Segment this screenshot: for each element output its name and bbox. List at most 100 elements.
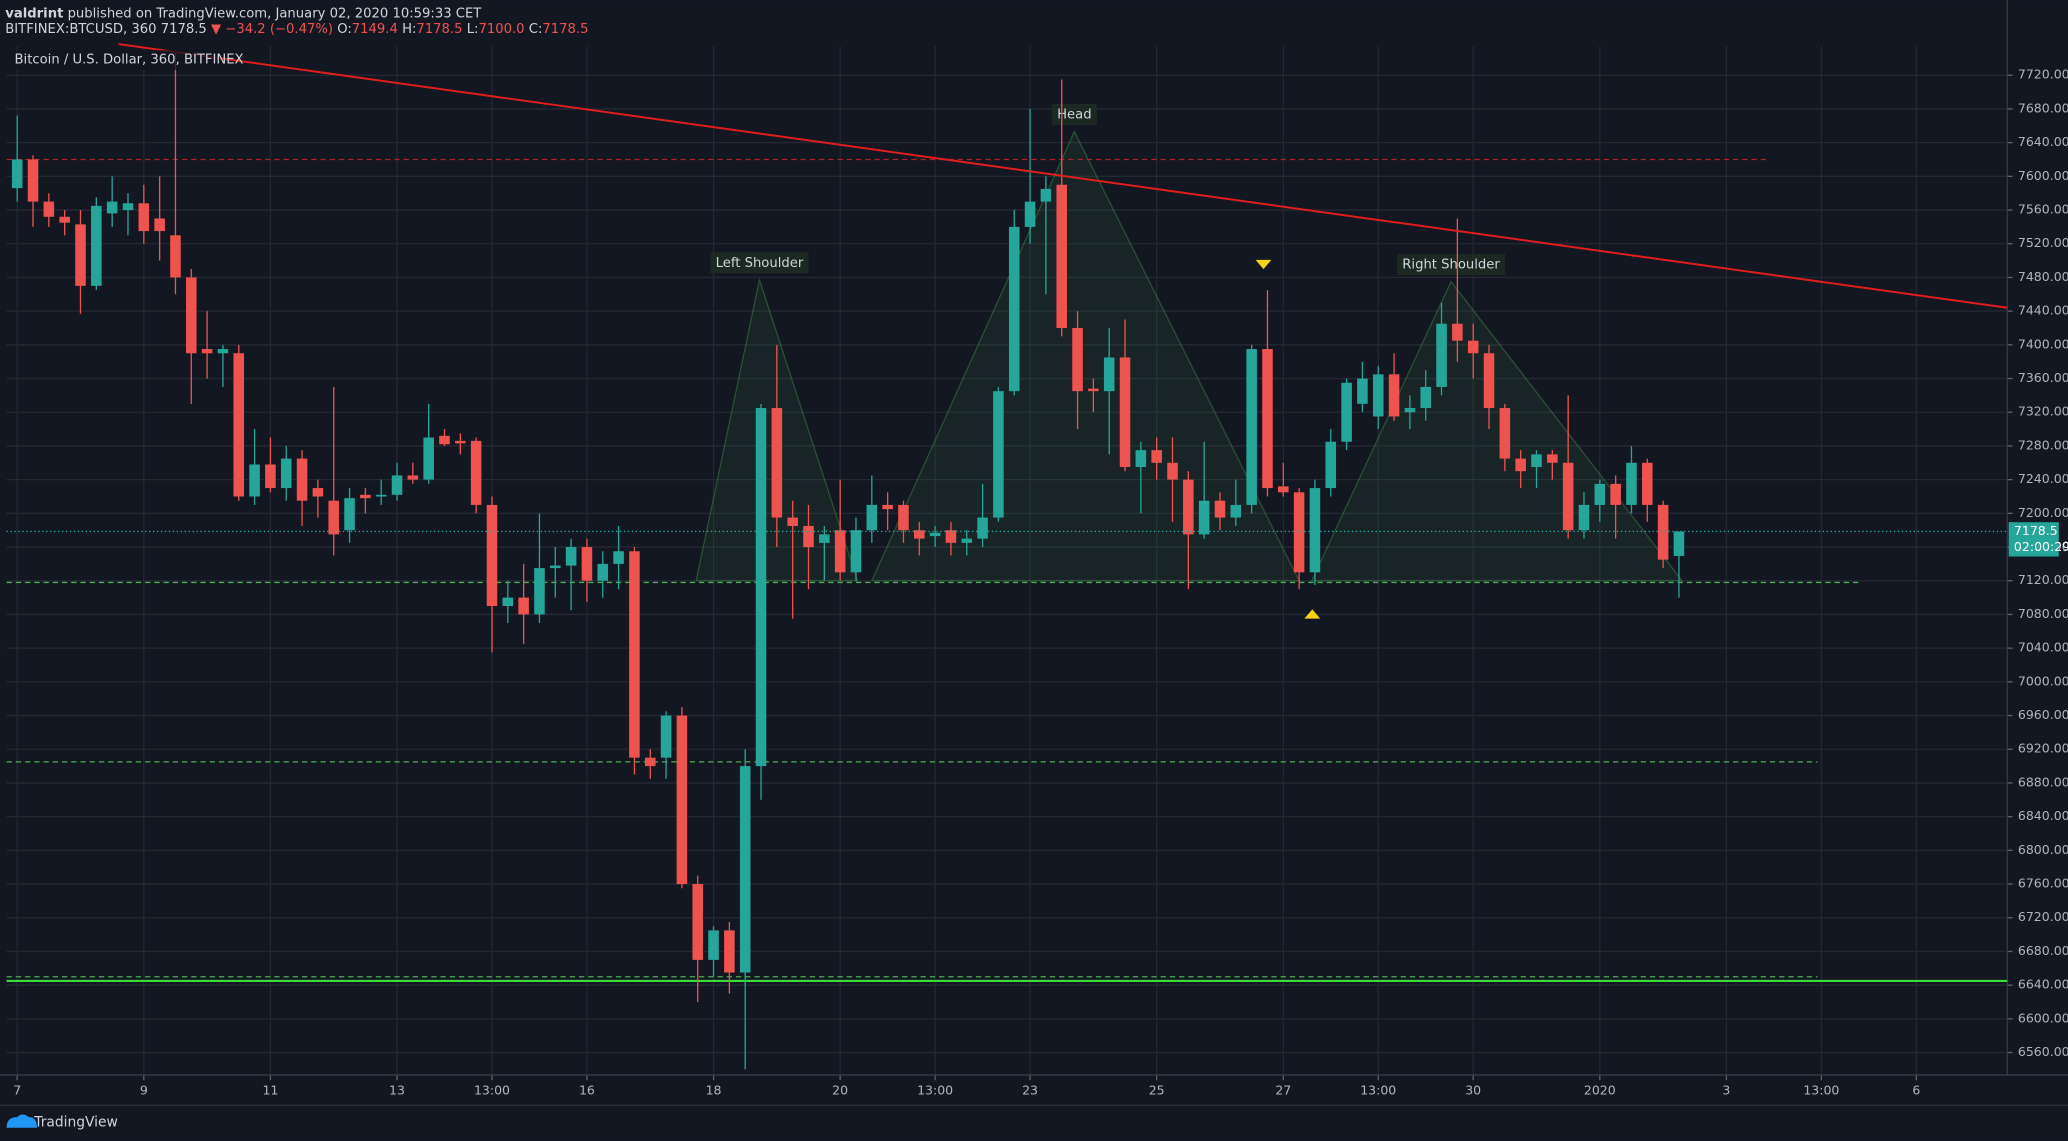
candle-body — [787, 517, 798, 526]
candle-body — [1531, 454, 1542, 468]
header-line: valdrint published on TradingView.com, J… — [5, 6, 482, 21]
y-tick-label: 6720.00 — [2018, 909, 2068, 924]
y-tick-label: 7480.00 — [2018, 269, 2068, 284]
candle-body — [59, 216, 70, 223]
candle-body — [1467, 340, 1479, 354]
ohlc-value: 7100.0 — [478, 22, 524, 37]
x-tick-label: 16 — [579, 1082, 595, 1097]
candle-body — [977, 517, 988, 539]
candle-body — [1088, 388, 1099, 392]
candle-body — [518, 597, 529, 615]
y-tick-label: 6800.00 — [2018, 842, 2068, 857]
x-tick-label: 23 — [1022, 1082, 1038, 1097]
candle-body — [565, 547, 577, 566]
candle-body — [1499, 408, 1511, 459]
candle-body — [914, 530, 925, 539]
y-tick-label: 7400.00 — [2018, 336, 2068, 351]
candle-body — [1610, 483, 1621, 505]
candle-body — [1040, 188, 1052, 202]
candle-body — [1642, 462, 1653, 505]
price-timer: 02:00:29 — [2014, 539, 2068, 554]
pattern-triangle — [870, 130, 1301, 582]
chart-title: Bitcoin / U.S. Dollar, 360, BITFINEX — [15, 52, 244, 67]
candle-body — [1198, 500, 1210, 535]
candle-body — [249, 464, 260, 497]
y-tick-label: 7720.00 — [2018, 67, 2068, 82]
pattern-label-bg — [1051, 103, 1097, 126]
candle-body — [122, 203, 134, 211]
pattern-label: Right Shoulder — [1402, 258, 1500, 273]
candle-body — [27, 159, 39, 202]
candle-body — [138, 203, 150, 232]
candle-body — [993, 391, 1004, 518]
y-tick-label: 7640.00 — [2018, 134, 2068, 149]
candle-body — [1452, 323, 1463, 341]
y-tick-label: 7360.00 — [2018, 370, 2068, 385]
candle-body — [43, 201, 55, 217]
candle-body — [1246, 349, 1257, 505]
plot: 6560.00 6600.00 6640.00 6680.00 6720.00 6760.… — [0, 0, 2068, 1097]
x-tick-label: 20 — [832, 1082, 848, 1097]
candle-body — [1372, 374, 1384, 417]
y-tick-label: 6760.00 — [2018, 876, 2068, 891]
ohlc-label: H: — [402, 22, 416, 37]
symbol-line: BITFINEX:BTCUSD, 360 7178.5 ▼ −34.2 (−0.… — [5, 22, 588, 37]
candle-body — [1151, 450, 1162, 463]
candle-body — [755, 408, 767, 767]
candle-body — [154, 218, 165, 232]
candle-body — [1309, 488, 1321, 573]
candle-body — [1578, 504, 1590, 531]
legend-bg — [7, 50, 222, 70]
x-tick-label: 3 — [1722, 1082, 1730, 1097]
y-tick-label: 7520.00 — [2018, 235, 2068, 250]
candle-body — [1167, 462, 1178, 480]
price-tag — [2008, 522, 2059, 557]
candle-body — [1262, 349, 1273, 489]
candle-body — [692, 884, 703, 960]
x-tick-label: 7 — [13, 1082, 21, 1097]
y-tick-label: 6600.00 — [2018, 1010, 2068, 1025]
symbol: BITFINEX:BTCUSD, 360 — [5, 22, 156, 37]
candle-body — [455, 440, 466, 444]
ohlc-label: C: — [529, 22, 543, 37]
brand: TradingView — [33, 1114, 118, 1130]
y-tick-label: 6880.00 — [2018, 774, 2068, 789]
y-tick-label: 6920.00 — [2018, 741, 2068, 756]
candle-body — [1056, 184, 1067, 328]
logo — [6, 1114, 37, 1128]
candle-body — [280, 458, 292, 489]
candle-body — [739, 766, 751, 973]
candle-body — [391, 475, 403, 495]
candle-body — [882, 504, 893, 510]
signal-arrow-down — [1255, 259, 1272, 270]
y-tick-label: 6640.00 — [2018, 977, 2068, 992]
change: −34.2 (−0.47%) — [225, 22, 333, 37]
y-tick-label: 7240.00 — [2018, 471, 2068, 486]
y-tick-label: 7080.00 — [2018, 606, 2068, 621]
x-tick-label: 13 — [389, 1082, 405, 1097]
y-tick-label: 7560.00 — [2018, 202, 2068, 217]
y-tick-label: 6560.00 — [2018, 1044, 2068, 1059]
candle-body — [1483, 353, 1495, 409]
candle-body — [613, 551, 624, 564]
ohlc-label: O: — [337, 22, 352, 37]
candle-body — [708, 930, 719, 960]
candle-body — [644, 757, 656, 767]
published: published on TradingView.com, January 02… — [68, 6, 483, 21]
candle-body — [1547, 454, 1558, 463]
candle-body — [660, 715, 672, 758]
candle-body — [1072, 327, 1083, 392]
candle-body — [423, 437, 434, 480]
y-tick-label: 7320.00 — [2018, 404, 2068, 419]
candle-body — [866, 504, 878, 531]
x-tick-label: 30 — [1465, 1082, 1481, 1097]
candle-body — [360, 494, 371, 499]
candle-body — [265, 464, 276, 489]
candle-body — [1119, 357, 1131, 468]
pattern-label: Left Shoulder — [716, 256, 804, 271]
candle-body — [1008, 226, 1020, 392]
candle-body — [407, 475, 419, 480]
candle-body — [328, 500, 339, 535]
candle-body — [834, 530, 846, 573]
